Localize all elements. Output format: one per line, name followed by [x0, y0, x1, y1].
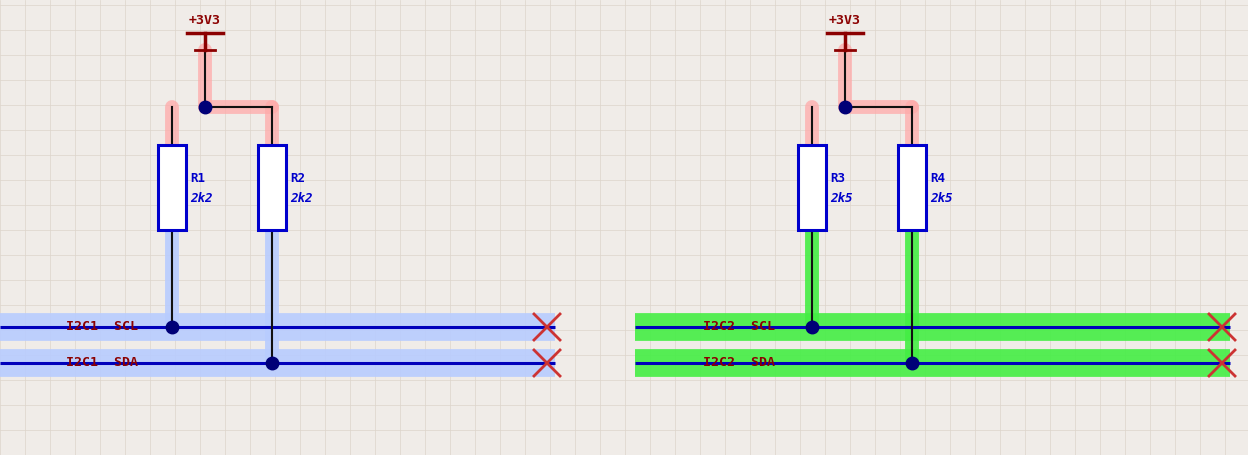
Text: +3V3: +3V3 — [829, 14, 861, 27]
Text: R2: R2 — [290, 172, 305, 185]
Text: I2C1  SCL: I2C1 SCL — [66, 320, 139, 334]
Text: R3: R3 — [830, 172, 845, 185]
Text: I2C1  SDA: I2C1 SDA — [66, 357, 139, 369]
Text: I2C2  SCL: I2C2 SCL — [703, 320, 775, 334]
Bar — [158, 145, 186, 230]
Text: 2k5: 2k5 — [830, 192, 852, 205]
Bar — [258, 145, 286, 230]
Text: 2k2: 2k2 — [190, 192, 212, 205]
Text: R4: R4 — [930, 172, 945, 185]
Text: R1: R1 — [190, 172, 205, 185]
Text: 2k2: 2k2 — [290, 192, 312, 205]
Text: 2k5: 2k5 — [930, 192, 952, 205]
Text: I2C2  SDA: I2C2 SDA — [703, 357, 775, 369]
Bar — [899, 145, 926, 230]
Bar — [797, 145, 826, 230]
Text: +3V3: +3V3 — [188, 14, 221, 27]
